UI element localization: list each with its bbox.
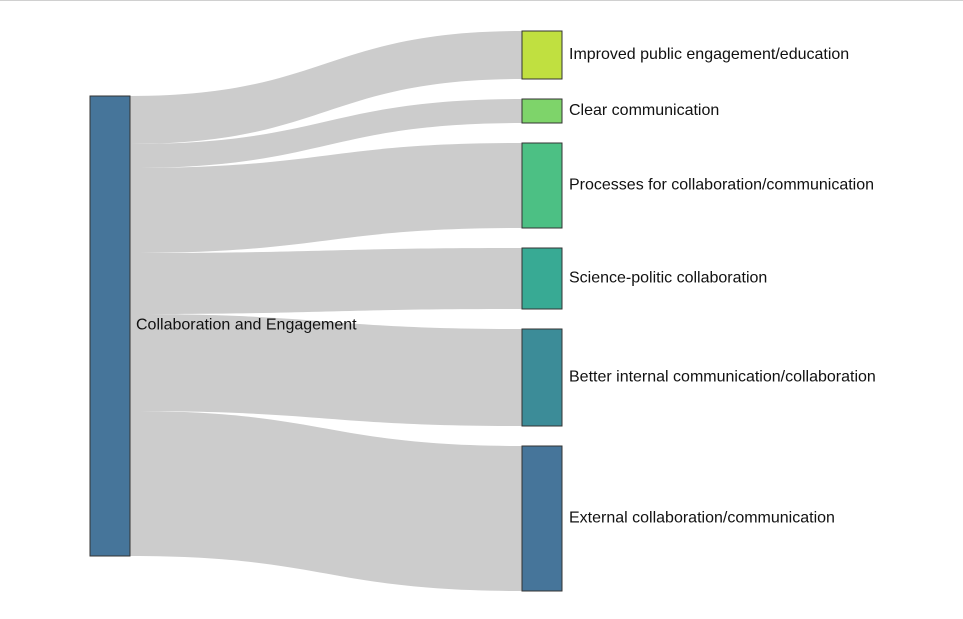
sankey-link: [130, 314, 522, 426]
target-node-label: External collaboration/communication: [569, 510, 835, 527]
target-node: [521, 328, 563, 427]
sankey-link: [130, 31, 522, 144]
source-node-label: Collaboration and Engagement: [136, 317, 357, 334]
target-node-label: Science-politic collaboration: [569, 270, 767, 287]
sankey-link: [130, 99, 522, 168]
sankey-link: [130, 411, 522, 591]
sankey-nodes: [89, 30, 563, 592]
target-node-label: Processes for collaboration/communicatio…: [569, 177, 874, 194]
sankey-labels: Improved public engagement/education Clea…: [136, 46, 876, 527]
target-node-label: Improved public engagement/education: [569, 46, 849, 63]
top-divider: [0, 0, 963, 1]
target-node: [521, 142, 563, 229]
target-node: [521, 30, 563, 80]
target-node-label: Clear communication: [569, 102, 719, 119]
target-node: [521, 247, 563, 310]
sankey-links: [130, 31, 522, 591]
target-node-label: Better internal communication/collaborat…: [569, 369, 876, 386]
source-node: [89, 95, 131, 557]
target-node: [521, 445, 563, 592]
sankey-link: [130, 143, 522, 253]
target-node: [521, 98, 563, 124]
sankey-link: [130, 248, 522, 314]
